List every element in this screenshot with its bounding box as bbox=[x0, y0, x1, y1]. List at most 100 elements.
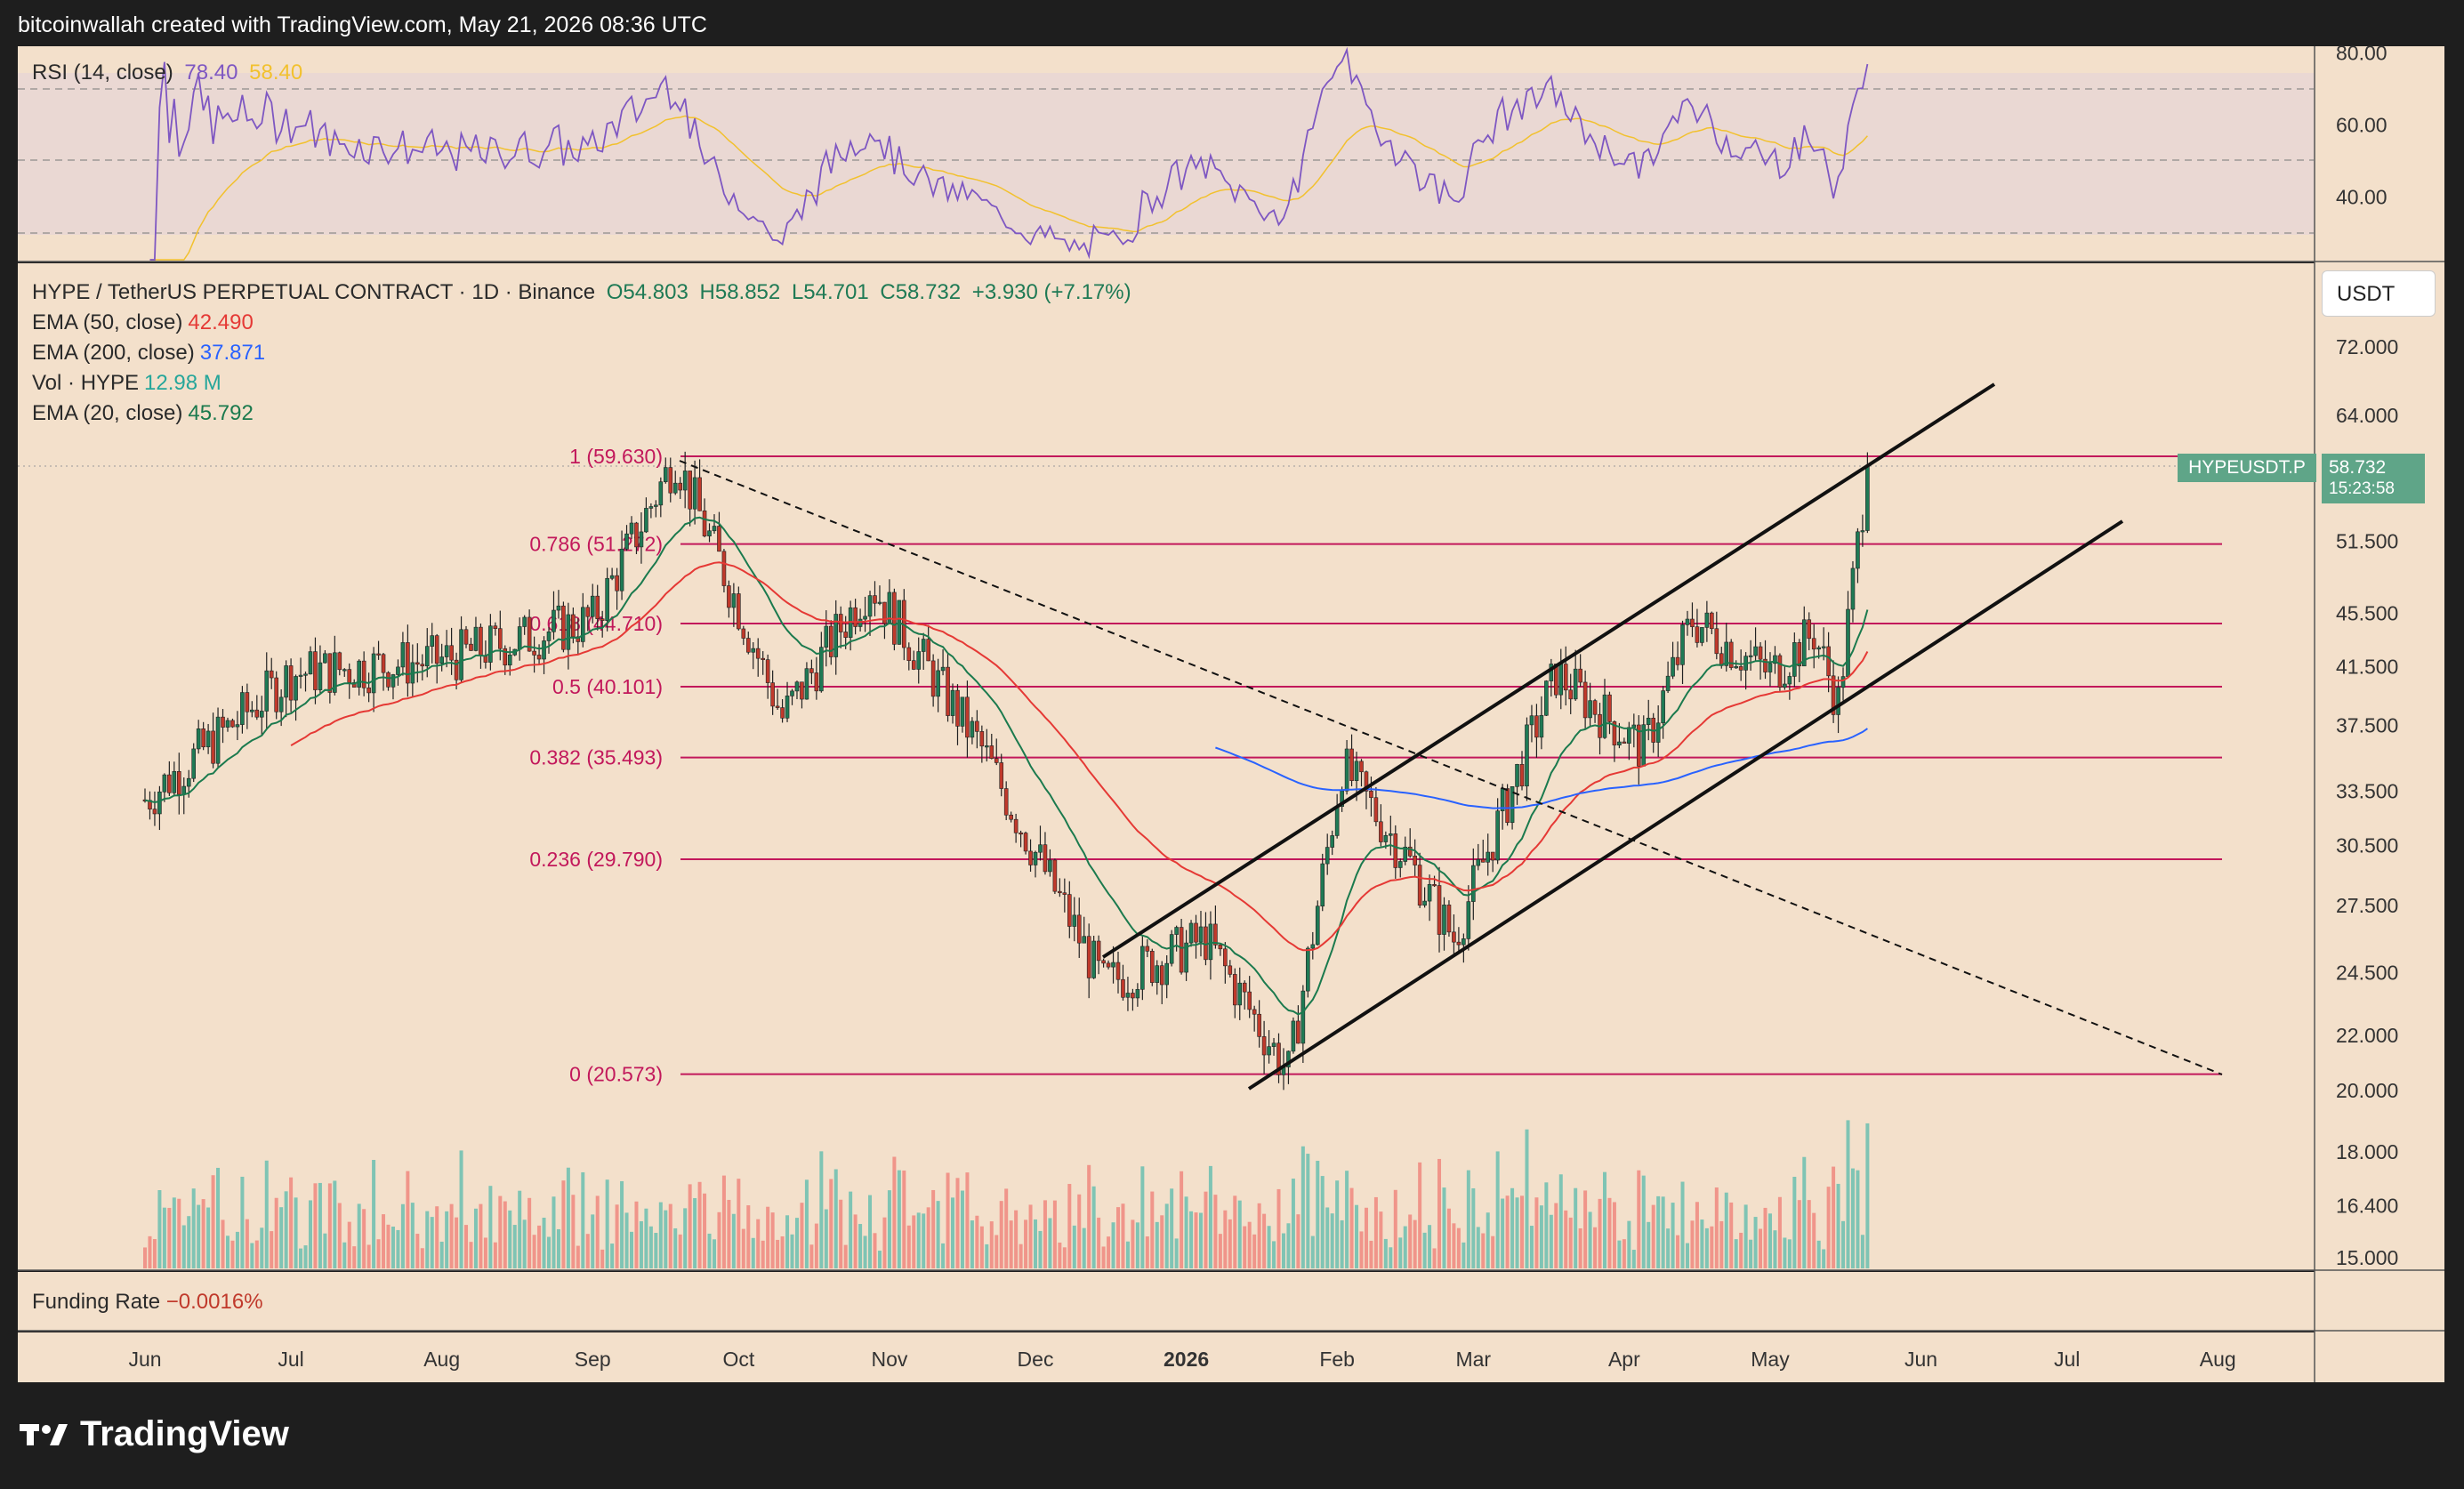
volume-bar bbox=[1145, 1236, 1149, 1268]
symbol-title: HYPE / TetherUS PERPETUAL CONTRACT · 1D … bbox=[32, 280, 596, 304]
candle-body bbox=[1836, 687, 1840, 715]
candle-body bbox=[542, 640, 546, 660]
rsi-ma-value: 58.40 bbox=[249, 60, 303, 85]
candle-body bbox=[1860, 530, 1865, 533]
tradingview-logo[interactable]: TradingView bbox=[20, 1414, 289, 1454]
candle-body bbox=[1334, 806, 1340, 836]
candle-body bbox=[552, 609, 556, 632]
volume-bar bbox=[970, 1220, 974, 1268]
candle-body bbox=[1700, 627, 1704, 643]
candle-body bbox=[1558, 664, 1564, 696]
volume-bar bbox=[347, 1221, 351, 1268]
candle-body bbox=[1710, 612, 1714, 630]
volume-bar bbox=[839, 1199, 843, 1268]
ema20-legend[interactable]: EMA (20, close) 45.792 bbox=[32, 401, 254, 425]
volume-bar bbox=[1296, 1214, 1300, 1268]
candle-body bbox=[1461, 938, 1466, 946]
volume-bar bbox=[1389, 1247, 1393, 1268]
candle-body bbox=[619, 548, 624, 592]
candle-body bbox=[765, 659, 770, 683]
candle-body bbox=[1354, 761, 1359, 781]
volume-bar bbox=[254, 1240, 259, 1268]
volume-bar bbox=[386, 1224, 391, 1268]
candle-body bbox=[1125, 993, 1131, 998]
time-axis-label: Aug bbox=[2200, 1348, 2236, 1371]
volume-bar bbox=[863, 1235, 867, 1268]
volume-bar bbox=[717, 1211, 721, 1268]
volume-bar bbox=[425, 1211, 430, 1268]
candle-body bbox=[1315, 905, 1320, 946]
candle-body bbox=[1476, 858, 1481, 866]
volume-bar bbox=[1325, 1207, 1330, 1268]
candle-body bbox=[1257, 1013, 1261, 1037]
candle-body bbox=[1544, 680, 1549, 716]
candle-body bbox=[1675, 656, 1680, 665]
candle-body bbox=[479, 626, 483, 656]
volume-bar bbox=[1101, 1246, 1106, 1268]
candle-body bbox=[376, 653, 381, 656]
volume-bar bbox=[819, 1151, 824, 1268]
ema200-legend[interactable]: EMA (200, close) 37.871 bbox=[32, 341, 266, 365]
volume-bar bbox=[1452, 1223, 1456, 1268]
ohlc-close: C58.732 bbox=[880, 280, 962, 304]
volume-bar bbox=[1719, 1220, 1724, 1268]
volume-bar bbox=[751, 1237, 755, 1268]
currency-button[interactable]: USDT bbox=[2322, 270, 2436, 317]
volume-bar bbox=[620, 1180, 624, 1268]
volume-bar bbox=[372, 1160, 376, 1268]
candle-body bbox=[556, 605, 561, 611]
candle-body bbox=[882, 601, 887, 624]
ema50-legend[interactable]: EMA (50, close) 42.490 bbox=[32, 310, 254, 334]
candle-body bbox=[1033, 851, 1038, 865]
candle-body bbox=[965, 696, 970, 738]
candle-body bbox=[1690, 618, 1695, 627]
candle-body bbox=[751, 648, 756, 653]
candle-body bbox=[1330, 835, 1334, 848]
candle-body bbox=[449, 645, 454, 661]
candle-body bbox=[1223, 948, 1228, 967]
volume-bar bbox=[1743, 1204, 1748, 1268]
volume-bar bbox=[264, 1160, 269, 1268]
candle-body bbox=[1043, 844, 1048, 873]
volume-bar bbox=[1257, 1203, 1261, 1268]
candle-body bbox=[580, 607, 585, 642]
volume-bar bbox=[668, 1203, 672, 1268]
volume-bar bbox=[591, 1214, 595, 1268]
candle-body bbox=[201, 728, 205, 748]
volume-bar bbox=[595, 1195, 600, 1268]
candle-body bbox=[1466, 901, 1471, 939]
candle-body bbox=[1582, 681, 1588, 719]
candle-body bbox=[727, 585, 731, 608]
price-axis-label: 22.000 bbox=[2336, 1024, 2398, 1047]
volume-bar bbox=[1087, 1164, 1091, 1268]
candle-body bbox=[761, 657, 765, 660]
candle-body bbox=[274, 677, 278, 712]
candle-body bbox=[245, 692, 250, 712]
candle-body bbox=[473, 626, 479, 651]
candle-body bbox=[288, 665, 294, 701]
candle-body bbox=[629, 522, 634, 535]
volume-bar bbox=[1763, 1207, 1767, 1268]
candle-body bbox=[1442, 905, 1446, 935]
volume-bar bbox=[1554, 1203, 1558, 1268]
volume-bar bbox=[284, 1191, 288, 1268]
candle-body bbox=[672, 482, 678, 494]
volume-bar bbox=[960, 1190, 964, 1268]
candle-body bbox=[1052, 859, 1058, 892]
candle-body bbox=[1067, 894, 1072, 927]
volume-bar bbox=[148, 1235, 152, 1268]
volume-bar bbox=[518, 1190, 522, 1268]
volume-bar bbox=[1739, 1232, 1743, 1268]
volume-bar bbox=[1695, 1202, 1699, 1268]
volume-bar bbox=[191, 1188, 196, 1268]
ohlc-open: O54.803 bbox=[606, 280, 688, 304]
volume-bar bbox=[892, 1156, 897, 1268]
candle-body bbox=[196, 728, 201, 750]
volume-bar bbox=[780, 1235, 785, 1268]
candle-body bbox=[1636, 724, 1641, 767]
volume-bar bbox=[1335, 1180, 1340, 1268]
volume-legend[interactable]: Vol · HYPE 12.98 M bbox=[32, 371, 221, 395]
descending-trend-line bbox=[679, 460, 2223, 1075]
candle-body bbox=[1728, 641, 1734, 668]
